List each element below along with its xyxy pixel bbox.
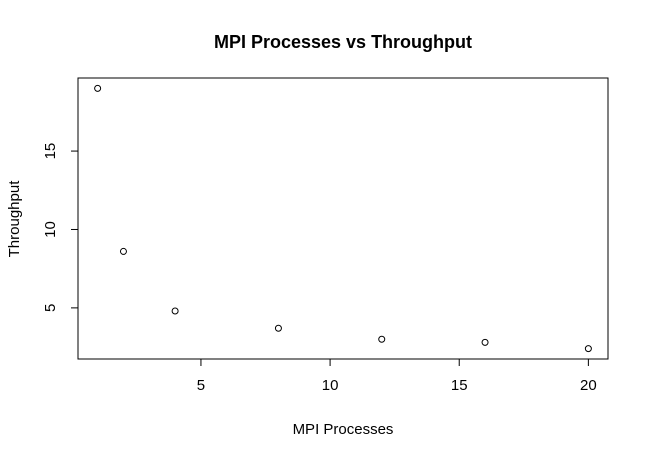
y-axis-label: Throughput — [6, 180, 23, 258]
y-axis: 5 10 15 — [42, 143, 79, 312]
y-tick-label: 10 — [42, 221, 59, 238]
x-tick-label: 15 — [451, 377, 468, 394]
data-point — [481, 338, 489, 346]
y-tick-label: 5 — [42, 304, 59, 312]
data-point — [94, 84, 102, 92]
data-points — [94, 84, 592, 353]
data-point — [171, 307, 179, 315]
x-axis: 5 10 15 20 — [197, 358, 597, 394]
x-axis-label: MPI Processes — [293, 421, 394, 438]
y-tick-label: 15 — [42, 143, 59, 160]
data-point — [378, 335, 386, 343]
x-tick-label: 20 — [580, 377, 597, 394]
data-point — [274, 324, 282, 332]
x-tick-label: 10 — [322, 377, 339, 394]
plot-frame — [77, 77, 609, 360]
x-tick-label: 5 — [197, 377, 205, 394]
data-point — [584, 345, 592, 353]
data-point — [119, 247, 127, 255]
chart-title: MPI Processes vs Throughput — [214, 32, 472, 52]
